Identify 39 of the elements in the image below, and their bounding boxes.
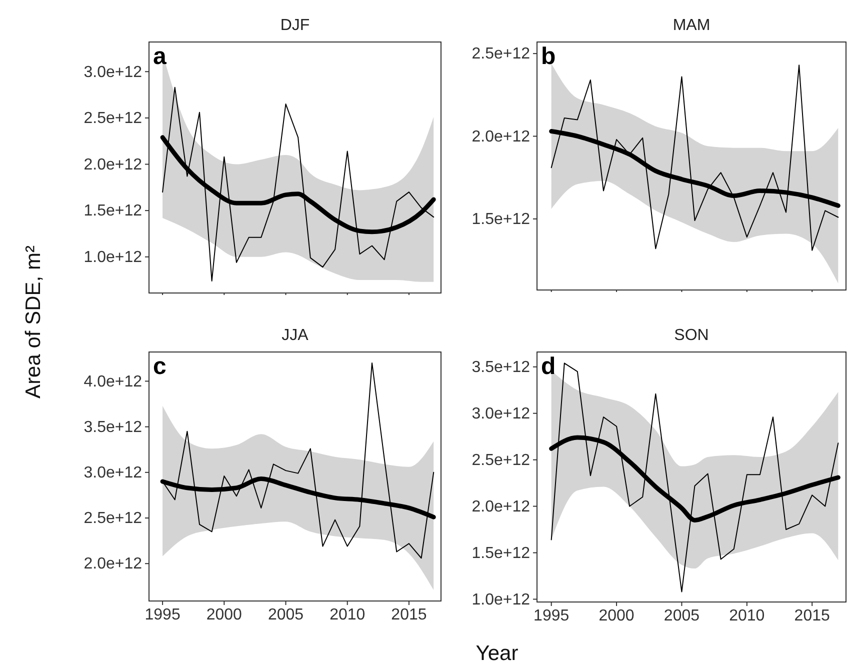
- x-tick-label: 2000: [206, 606, 242, 624]
- chart-title: JJA: [282, 327, 309, 344]
- y-tick-label: 1.5e+12: [472, 544, 530, 562]
- y-tick-label: 3.5e+12: [84, 418, 142, 436]
- x-axis-title: Year: [476, 642, 518, 665]
- x-tick-label: 2000: [598, 607, 634, 624]
- x-tick-label: 1995: [144, 606, 180, 624]
- annotation: a: [153, 43, 167, 70]
- x-tick-label: 2010: [330, 606, 366, 624]
- x-tick-label: 2005: [664, 607, 700, 624]
- y-tick-label: 2.5e+12: [84, 510, 142, 528]
- y-tick-label: 2.5e+12: [84, 110, 142, 128]
- y-tick-label: 2.0e+12: [84, 556, 142, 573]
- y-tick-label: 3.5e+12: [472, 358, 530, 376]
- chart-title: DJF: [280, 17, 310, 34]
- y-tick-label: 1.0e+12: [84, 249, 142, 266]
- y-tick-label: 2.5e+12: [472, 452, 530, 469]
- y-tick-label: 3.0e+12: [472, 405, 530, 422]
- y-tick-label: 3.0e+12: [84, 464, 142, 482]
- x-tick-label: 2010: [729, 607, 765, 624]
- y-tick-label: 2.0e+12: [472, 128, 530, 146]
- y-tick-label: 1.5e+12: [84, 202, 142, 220]
- annotation: c: [153, 353, 166, 380]
- y-tick-label: 4.0e+12: [84, 373, 142, 390]
- chart-title: MAM: [672, 17, 710, 34]
- y-tick-label: 2.5e+12: [472, 46, 530, 63]
- x-tick-label: 2005: [268, 606, 304, 624]
- y-tick-label: 3.0e+12: [84, 64, 142, 81]
- x-tick-label: 1995: [534, 607, 570, 624]
- y-axis-title: Area of SDE, m²: [22, 246, 45, 398]
- y-tick-label: 1.5e+12: [472, 211, 530, 228]
- chart-title: SON: [674, 327, 709, 344]
- y-tick-label: 2.0e+12: [84, 156, 142, 174]
- x-tick-label: 2015: [794, 607, 830, 624]
- y-tick-label: 1.0e+12: [472, 591, 530, 608]
- annotation: b: [541, 43, 556, 70]
- annotation: d: [541, 353, 556, 380]
- x-tick-label: 2015: [391, 606, 427, 624]
- y-tick-label: 2.0e+12: [472, 498, 530, 516]
